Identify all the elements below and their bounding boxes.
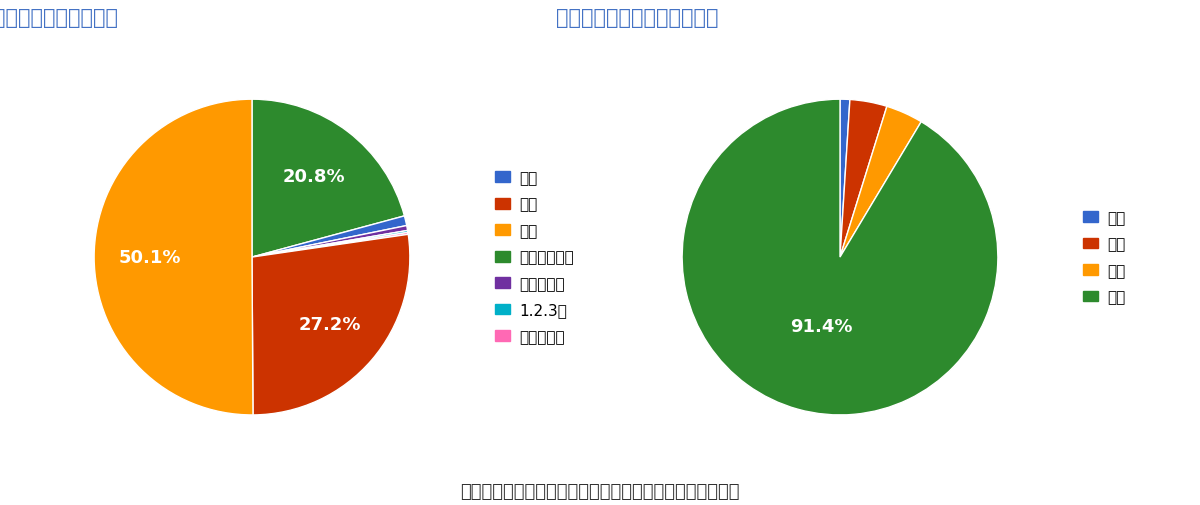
Text: 一般開架スペースの主な向き: 一般開架スペースの主な向き [556,8,719,28]
Wedge shape [840,107,922,258]
Wedge shape [252,233,408,258]
Legend: 東側, 西側, 南側, 北側: 東側, 西側, 南側, 北側 [1076,205,1132,311]
Text: 27.2%: 27.2% [299,315,361,333]
Text: 20.8%: 20.8% [283,167,346,185]
Wedge shape [252,235,410,415]
Wedge shape [840,100,887,258]
Text: 一般開架スペース　本試験終了直後のアンケート結果より: 一般開架スペース 本試験終了直後のアンケート結果より [461,482,739,500]
Wedge shape [252,217,407,258]
Legend: １階, ２階, ３階, 複数階に計画, １階と２階, 1.2.3階, ２階と３階: １階, ２階, ３階, 複数階に計画, １階と２階, 1.2.3階, ２階と３階 [488,165,580,350]
Wedge shape [252,231,408,258]
Wedge shape [682,100,998,415]
Wedge shape [840,100,850,258]
Wedge shape [252,100,404,258]
Text: 91.4%: 91.4% [790,317,852,335]
Wedge shape [252,226,408,258]
Wedge shape [94,100,253,415]
Text: 一般開架スペースの設置階: 一般開架スペースの設置階 [0,8,118,28]
Text: 50.1%: 50.1% [118,249,181,267]
